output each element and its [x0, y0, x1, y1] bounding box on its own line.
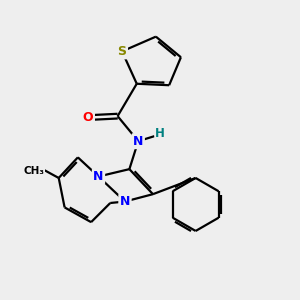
Text: H: H	[155, 127, 165, 140]
Text: N: N	[120, 195, 130, 208]
Text: CH₃: CH₃	[23, 166, 44, 176]
Text: N: N	[93, 170, 104, 183]
Text: O: O	[83, 111, 94, 124]
Text: N: N	[133, 135, 143, 148]
Text: S: S	[118, 45, 127, 58]
